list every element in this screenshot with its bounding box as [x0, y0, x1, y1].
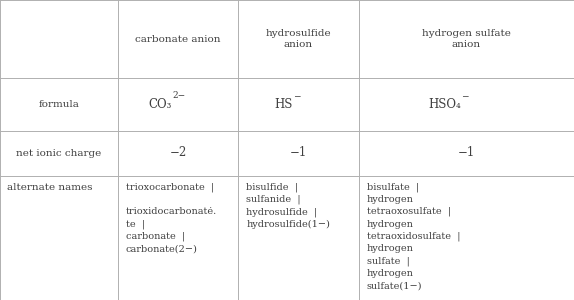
Text: HSO₄: HSO₄	[428, 98, 460, 111]
Text: formula: formula	[38, 100, 79, 109]
Text: hydrogen sulfate
anion: hydrogen sulfate anion	[422, 28, 511, 50]
Text: bisulfide  |
sulfanide  |
hydrosulfide  |
hydrosulfide(1−): bisulfide | sulfanide | hydrosulfide | h…	[246, 182, 330, 229]
Text: alternate names: alternate names	[7, 183, 92, 192]
Text: net ionic charge: net ionic charge	[16, 148, 102, 158]
Text: carbonate anion: carbonate anion	[135, 34, 220, 43]
Text: HS: HS	[274, 98, 293, 111]
Text: −1: −1	[457, 146, 475, 160]
Text: −: −	[461, 91, 469, 100]
Text: hydrosulfide
anion: hydrosulfide anion	[266, 28, 331, 50]
Text: −1: −1	[290, 146, 307, 160]
Text: 2−: 2−	[173, 91, 186, 100]
Text: trioxocarbonate  |

trioxidocarbonatė.
te  |
carbonate  |
carbonate(2−): trioxocarbonate | trioxidocarbonatė. te…	[126, 182, 217, 253]
Text: bisulfate  |
hydrogen
tetraoxosulfate  |
hydrogen
tetraoxidosulfate  |
hydrogen
: bisulfate | hydrogen tetraoxosulfate | h…	[367, 182, 460, 290]
Text: −: −	[293, 91, 301, 100]
Text: CO₃: CO₃	[149, 98, 172, 111]
Text: −2: −2	[169, 146, 187, 160]
